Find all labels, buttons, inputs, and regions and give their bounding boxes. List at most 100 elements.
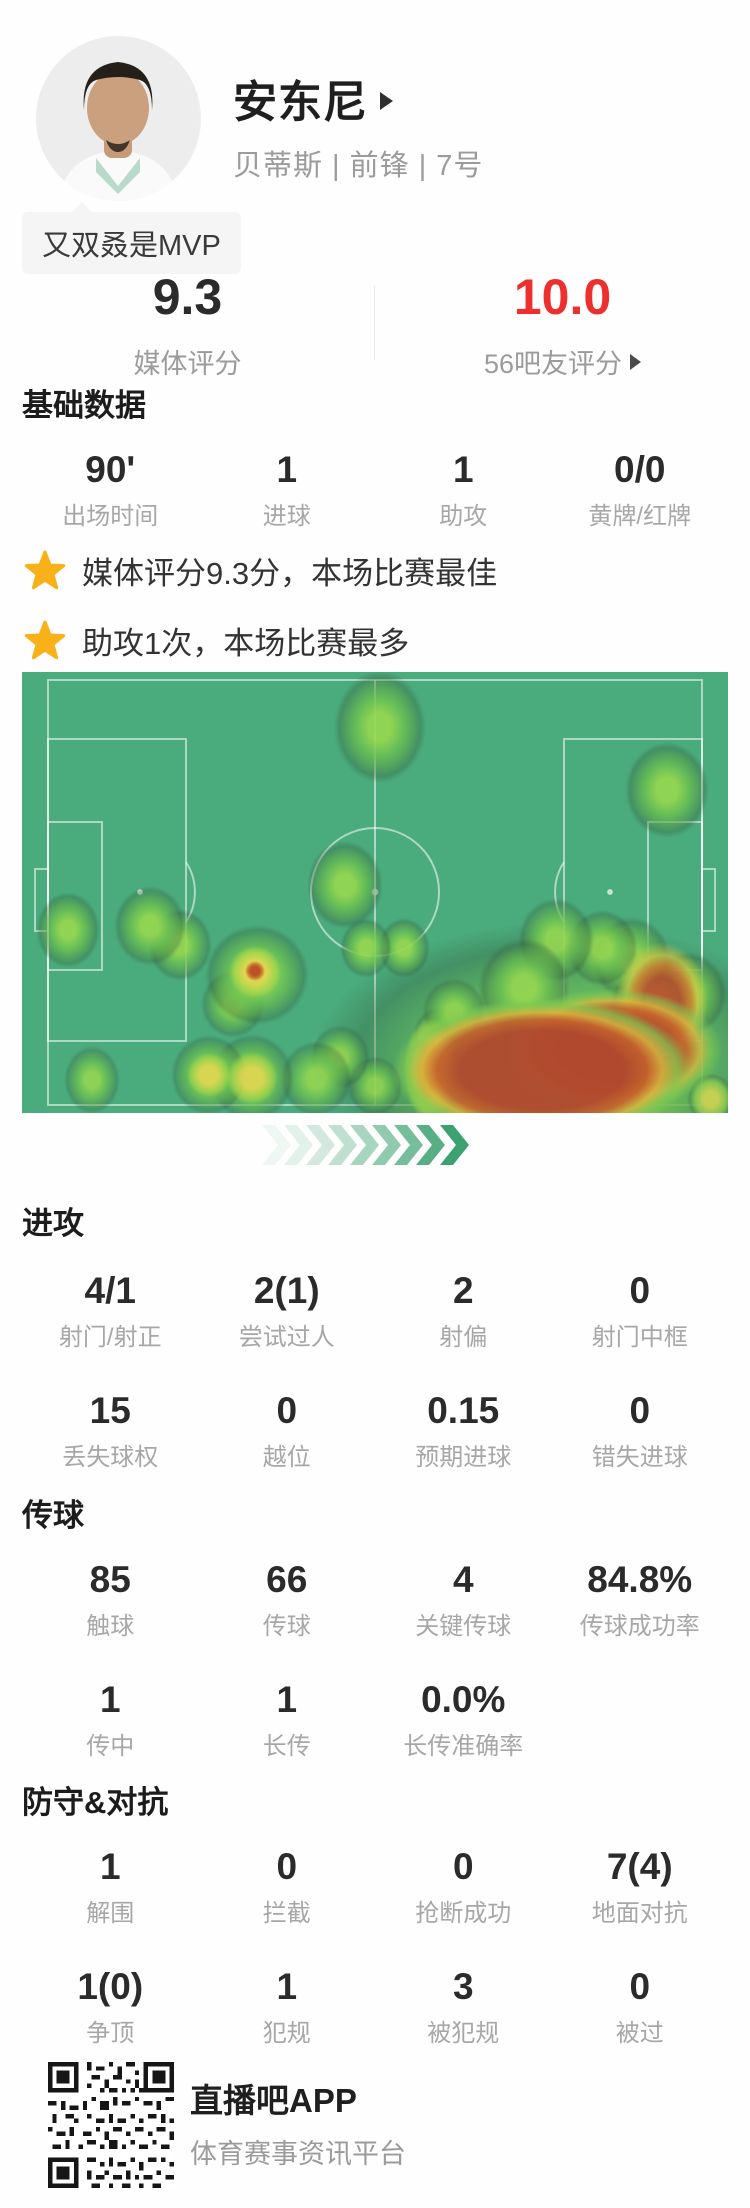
stat-cell-cards: 0/0 黄牌/红牌 xyxy=(552,447,729,532)
mvp-tag-text: 又双叒是MVP xyxy=(42,230,221,262)
star-icon xyxy=(24,550,66,589)
stat-value: 0.0% xyxy=(421,1679,506,1720)
stat-cell-fouled: 3 被犯规 xyxy=(375,1964,552,2049)
stat-value: 1 xyxy=(99,1679,121,1720)
stat-cell-long-balls: 1 长传 xyxy=(199,1677,376,1762)
stat-cell-tackles-won: 0 抢断成功 xyxy=(375,1844,552,1929)
stat-label: 长传 xyxy=(262,1733,311,1760)
stat-value: 0 xyxy=(629,1270,651,1311)
section-basic-title: 基础数据 xyxy=(22,388,146,423)
stat-label: 传球 xyxy=(262,1613,311,1640)
stat-cell-missed-goals: 0 错失进球 xyxy=(552,1388,729,1473)
fans-rating-label-text: 56吧友评分 xyxy=(483,349,623,379)
avatar xyxy=(36,36,201,201)
stat-cell-interceptions: 0 拦截 xyxy=(199,1844,376,1929)
chevron-arrows xyxy=(262,1125,469,1165)
stat-cell-dribbles: 2(1) 尝试过人 xyxy=(199,1268,376,1353)
ratings: 9.3 媒体评分 10.0 56吧友评分 xyxy=(0,268,750,386)
stat-label: 触球 xyxy=(86,1613,135,1640)
star-icon xyxy=(24,620,66,659)
stat-cell-offsides: 0 越位 xyxy=(199,1388,376,1473)
stat-value: 1 xyxy=(276,1966,298,2007)
fans-rating[interactable]: 10.0 56吧友评分 xyxy=(375,268,750,386)
stat-cell-key-passes: 4 关键传球 xyxy=(375,1557,552,1642)
stat-label: 犯规 xyxy=(262,2020,311,2047)
section-defense-title: 防守&对抗 xyxy=(22,1785,169,1820)
stat-cell-clearances: 1 解围 xyxy=(22,1844,199,1929)
basic-stats-row: 90' 出场时间 1 进球 1 助攻 0/0 黄牌/红牌 xyxy=(22,447,728,532)
name-arrow-icon xyxy=(380,92,393,110)
stat-label: 助攻 xyxy=(439,503,488,530)
stat-cell-pass-accuracy: 84.8% 传球成功率 xyxy=(552,1557,729,1642)
stat-label: 解围 xyxy=(86,1900,135,1927)
section-passing-title: 传球 xyxy=(22,1498,84,1533)
stat-label: 射偏 xyxy=(439,1324,488,1351)
stat-cell-ground-duels: 7(4) 地面对抗 xyxy=(552,1844,729,1929)
stat-value: 0 xyxy=(629,1966,651,2007)
attack-row-1: 4/1 射门/射正 2(1) 尝试过人 2 射偏 0 射门中框 xyxy=(22,1268,728,1353)
stat-label: 被过 xyxy=(615,2020,664,2047)
highlight-text: 媒体评分9.3分，本场比赛最佳 xyxy=(82,556,498,591)
stat-value: 1 xyxy=(99,1846,121,1887)
stat-cell-goals: 1 进球 xyxy=(199,447,376,532)
stat-label: 被犯规 xyxy=(427,2020,500,2047)
stat-cell-long-ball-accuracy: 0.0% 长传准确率 xyxy=(375,1677,552,1762)
stat-value: 0 xyxy=(629,1390,651,1431)
chevron-icon xyxy=(262,1125,291,1165)
stat-label: 预期进球 xyxy=(415,1444,512,1471)
fans-rating-label[interactable]: 56吧友评分 xyxy=(375,342,750,381)
mvp-tag: 又双叒是MVP xyxy=(22,202,241,274)
defense-row-2: 1(0) 争顶 1 犯规 3 被犯规 0 被过 xyxy=(22,1964,728,2049)
player-photo xyxy=(36,36,200,201)
media-rating-label-text: 媒体评分 xyxy=(133,349,242,379)
stat-value: 0 xyxy=(452,1846,474,1887)
stat-label: 尝试过人 xyxy=(238,1324,335,1351)
stat-label: 越位 xyxy=(262,1444,311,1471)
defense-row-1: 1 解围 0 拦截 0 抢断成功 7(4) 地面对抗 xyxy=(22,1844,728,1929)
stat-value: 0.15 xyxy=(427,1390,500,1431)
qr-code xyxy=(48,2062,174,2188)
stat-value: 85 xyxy=(89,1559,131,1600)
stat-value: 4/1 xyxy=(84,1270,136,1311)
stat-label: 射门中框 xyxy=(591,1324,688,1351)
stat-label: 射门/射正 xyxy=(58,1324,162,1351)
player-meta: 贝蒂斯 | 前锋 | 7号 xyxy=(233,150,484,182)
stat-label: 进球 xyxy=(262,503,311,530)
stat-label: 出场时间 xyxy=(62,503,159,530)
stat-cell-passes: 66 传球 xyxy=(199,1557,376,1642)
attack-row-2: 15 丢失球权 0 越位 0.15 预期进球 0 错失进球 xyxy=(22,1388,728,1473)
stat-label: 拦截 xyxy=(262,1900,311,1927)
media-rating-label: 媒体评分 xyxy=(0,342,375,381)
tag-notch-icon xyxy=(72,202,92,213)
highlight-media-rating: 媒体评分9.3分，本场比赛最佳 xyxy=(24,548,497,593)
ratings-divider xyxy=(374,286,375,360)
stat-value: 15 xyxy=(89,1390,131,1431)
stat-value: 2 xyxy=(452,1270,474,1311)
stat-cell-fouls: 1 犯规 xyxy=(199,1964,376,2049)
stat-label: 关键传球 xyxy=(415,1613,512,1640)
app-name: 直播吧APP xyxy=(190,2082,357,2119)
stat-label: 错失进球 xyxy=(591,1444,688,1471)
player-name-row[interactable]: 安东尼 xyxy=(233,66,393,130)
stat-value: 84.8% xyxy=(587,1559,693,1600)
stat-cell-empty xyxy=(552,1677,729,1762)
stat-label: 传中 xyxy=(86,1733,135,1760)
passing-row-2: 1 传中 1 长传 0.0% 长传准确率 xyxy=(22,1677,728,1762)
player-name: 安东尼 xyxy=(233,78,368,127)
stat-label: 传球成功率 xyxy=(579,1613,700,1640)
stat-cell-dribbled-past: 0 被过 xyxy=(552,1964,729,2049)
stat-value: 1(0) xyxy=(77,1966,144,2007)
stat-value: 0 xyxy=(276,1390,298,1431)
stat-value: 4 xyxy=(452,1559,474,1600)
stat-value: 0 xyxy=(276,1846,298,1887)
stat-cell-aerial-duels: 1(0) 争顶 xyxy=(22,1964,199,2049)
stat-value: 0/0 xyxy=(614,449,666,490)
app-tagline: 体育赛事资讯平台 xyxy=(190,2139,406,2169)
stat-cell-crosses: 1 传中 xyxy=(22,1677,199,1762)
stat-cell-shots: 4/1 射门/射正 xyxy=(22,1268,199,1353)
heat-layer xyxy=(22,672,728,1113)
stat-label: 争顶 xyxy=(86,2020,135,2047)
stat-label: 长传准确率 xyxy=(403,1733,524,1760)
media-rating-value: 9.3 xyxy=(152,269,223,325)
